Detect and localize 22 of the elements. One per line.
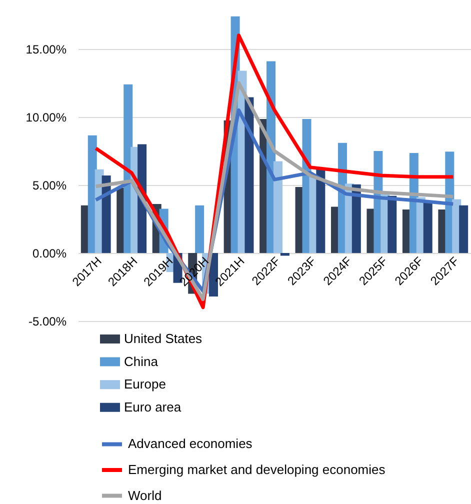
bar — [352, 184, 361, 253]
legend-label: Emerging market and developing economies — [128, 462, 386, 477]
bar — [316, 169, 326, 253]
y-tick-label: 15.00% — [26, 42, 67, 56]
bar — [102, 175, 111, 253]
legend-label: United States — [124, 331, 203, 346]
bar — [273, 161, 282, 253]
bar — [423, 202, 432, 253]
legend-label: Europe — [124, 376, 166, 392]
legend-label: China — [124, 354, 159, 369]
y-tick-label: 10.00% — [26, 110, 67, 124]
bar — [195, 205, 204, 253]
legend-label: Advanced economies — [128, 436, 253, 452]
legend-label: Euro area — [124, 399, 182, 414]
bar — [280, 253, 290, 256]
legend-label: World — [128, 488, 162, 503]
y-tick-label: 5.00% — [32, 178, 67, 192]
bar — [388, 196, 397, 253]
y-tick-label: -5.00% — [28, 314, 67, 328]
y-tick-label: 0.00% — [32, 246, 67, 260]
bar — [459, 205, 468, 253]
bar — [244, 97, 254, 253]
